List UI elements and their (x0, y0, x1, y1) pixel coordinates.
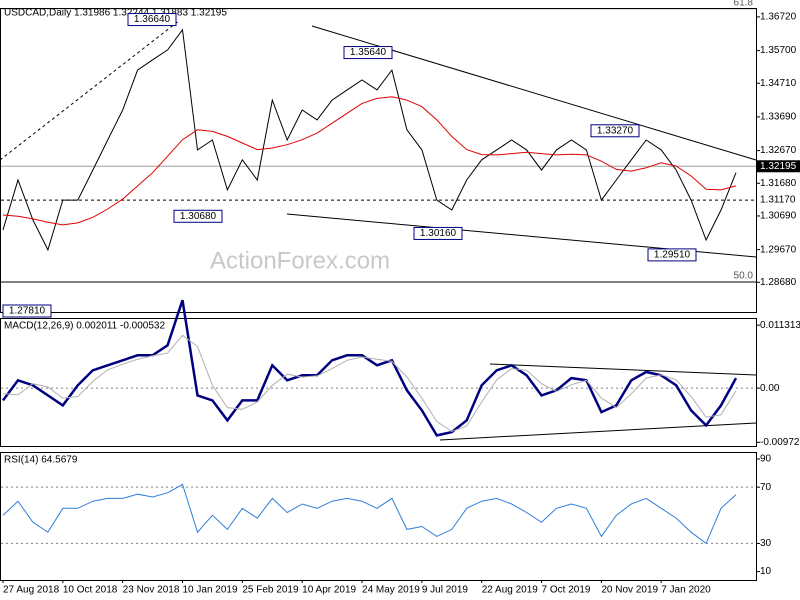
x-tick-label: 10 Oct 2018 (63, 585, 118, 596)
series-line (2, 483, 737, 545)
annotation: 1.27810 (9, 306, 46, 317)
annotation-box (590, 124, 640, 138)
macd-frame (0, 318, 757, 447)
annotation: 1.33270 (597, 125, 634, 136)
x-tick-label: 27 Aug 2018 (3, 585, 60, 596)
fib-label: 61.8 (734, 0, 754, 8)
y-tick-label: 30 (760, 538, 772, 549)
level-label: 1.32195 (760, 161, 797, 172)
trend-line (439, 422, 757, 441)
y-tick-label: 1.30690 (760, 211, 797, 222)
watermark: ActionForex.com (210, 247, 390, 274)
annotation-box (2, 304, 52, 318)
level-label: 1.31170 (760, 195, 796, 206)
x-tick-label: 22 Aug 2019 (482, 585, 539, 596)
fib-label: 50.0 (734, 271, 754, 282)
y-tick-label: 1.31680 (760, 178, 797, 189)
annotation-box (647, 248, 697, 262)
annotation-box (173, 209, 223, 223)
annotation: 1.36640 (134, 14, 171, 25)
annotation: 1.30160 (420, 228, 457, 239)
y-tick-label: 1.34710 (760, 78, 797, 89)
y-tick-label: 1.33690 (760, 112, 797, 123)
y-tick-label: 0.011313 (760, 320, 800, 331)
x-tick-label: 20 Nov 2019 (601, 585, 658, 596)
y-tick-label: 1.28680 (760, 277, 797, 288)
y-tick-label: 70 (760, 482, 772, 493)
chart-title: RSI(14) 64.5679 (4, 455, 78, 466)
x-tick-label: 25 Feb 2019 (242, 585, 299, 596)
trend-line (489, 363, 757, 376)
annotation: 1.35640 (350, 47, 387, 58)
x-tick-label: 9 Jul 2019 (422, 585, 469, 596)
x-tick-label: 7 Oct 2019 (542, 585, 591, 596)
price-box (757, 160, 800, 173)
y-tick-label: 1.32670 (760, 145, 797, 156)
y-tick-label: 1.29670 (760, 244, 797, 255)
x-tick-label: 7 Jan 2020 (661, 585, 711, 596)
annotation: 1.29510 (654, 250, 691, 261)
annotation: 1.30680 (180, 211, 217, 222)
y-tick-label: 90 (760, 454, 772, 465)
y-tick-label: 1.35700 (760, 45, 797, 56)
chart-title: MACD(12,26,9) 0.002011 -0.000532 (4, 321, 165, 332)
series-line (2, 28, 737, 252)
annotation-box (127, 13, 177, 27)
chart-title: USDCAD,Daily 1.31986 1.32244 1.31883 1.3… (4, 8, 227, 19)
y-tick-label: 10 (760, 566, 772, 577)
annotation-box (413, 226, 463, 240)
x-tick-label: 10 Jan 2019 (183, 585, 238, 596)
series-line (2, 96, 737, 226)
y-tick-label: 1.36720 (760, 12, 797, 23)
y-tick-label: 0.00 (760, 383, 780, 394)
trend-line (0, 19, 181, 161)
x-tick-label: 10 Apr 2019 (302, 585, 356, 596)
x-tick-label: 24 May 2019 (362, 585, 420, 596)
series-line (2, 334, 737, 433)
annotation-box (343, 46, 393, 60)
rsi-frame (0, 452, 757, 581)
x-tick-label: 23 Nov 2018 (123, 585, 180, 596)
